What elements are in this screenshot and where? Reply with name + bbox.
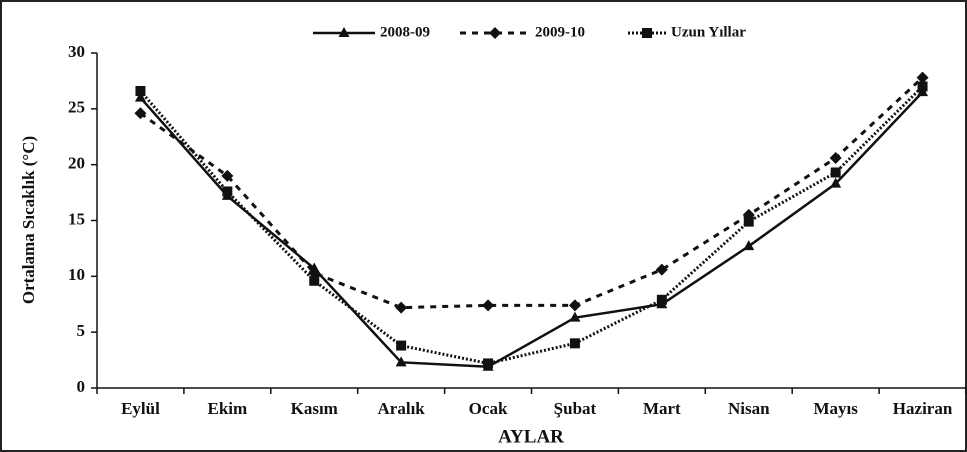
series-line [139, 91, 924, 369]
x-tick-label: Mart [643, 399, 681, 418]
x-tick-label: Ocak [469, 399, 508, 418]
legend-marker [338, 27, 350, 37]
data-point [743, 216, 754, 227]
series-line [139, 76, 924, 310]
data-point [222, 186, 233, 197]
legend-label: 2009-10 [535, 24, 585, 40]
data-point [134, 91, 146, 102]
y-tick-label: 30 [68, 42, 85, 61]
legend-label: Uzun Yıllar [671, 24, 746, 40]
x-tick-label: Mayıs [813, 399, 858, 418]
data-point [135, 85, 146, 96]
x-tick-label: Eylül [121, 399, 160, 418]
x-tick-label: Haziran [893, 399, 953, 418]
x-tick-label: Şubat [554, 399, 597, 418]
x-tick-label: Ekim [208, 399, 248, 418]
data-point [569, 311, 581, 322]
x-axis-title: AYLAR [498, 426, 564, 447]
data-point [569, 338, 580, 349]
legend-marker [489, 27, 501, 39]
data-point [829, 151, 842, 164]
x-tick-label: Aralık [378, 399, 426, 418]
series-line [139, 85, 924, 365]
data-point [743, 240, 755, 251]
y-tick-label: 20 [68, 154, 85, 173]
y-tick-label: 25 [68, 98, 85, 117]
legend-marker [642, 28, 652, 38]
data-point [656, 294, 667, 305]
data-point [830, 177, 842, 188]
data-point [568, 299, 581, 312]
data-point [655, 263, 668, 276]
data-point [917, 81, 928, 92]
data-point [134, 107, 147, 120]
y-tick-label: 15 [68, 209, 85, 228]
data-point [483, 358, 494, 369]
data-point [830, 167, 841, 178]
data-point [482, 299, 495, 312]
data-point [309, 275, 320, 286]
data-point [916, 71, 929, 84]
data-point [395, 301, 408, 314]
data-point [396, 340, 407, 351]
legend-label: 2008-09 [380, 24, 430, 40]
data-point [221, 169, 234, 182]
y-tick-label: 10 [68, 265, 85, 284]
y-axis-title: Ortalama Sıcaklık (°C) [19, 136, 38, 304]
x-tick-label: Kasım [291, 399, 338, 418]
y-tick-label: 5 [77, 321, 86, 340]
x-tick-label: Nisan [728, 399, 770, 418]
data-point [395, 356, 407, 367]
y-tick-label: 0 [77, 377, 86, 396]
